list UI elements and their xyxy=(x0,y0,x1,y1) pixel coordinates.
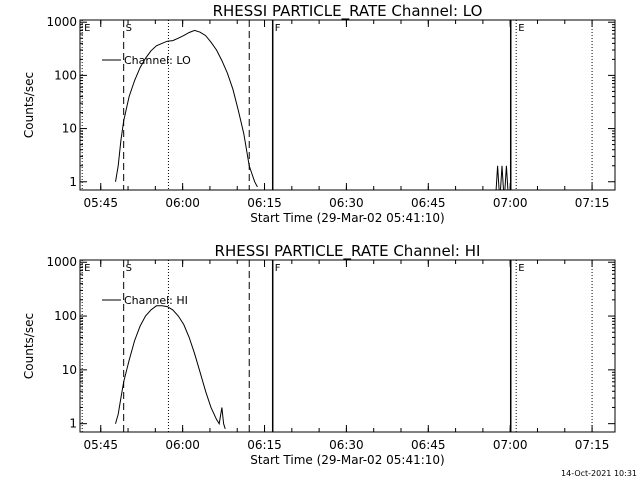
x-tick-label: 07:15 xyxy=(575,196,610,210)
y-tick-label: 10 xyxy=(62,122,77,136)
series-burst xyxy=(504,165,509,191)
event-marker-label: E xyxy=(518,23,524,34)
x-tick-label: 07:15 xyxy=(575,438,610,452)
y-tick-label: 1000 xyxy=(46,15,77,29)
plot-frame xyxy=(79,259,616,433)
event-marker-label: F xyxy=(275,23,281,34)
x-tick-label: 06:00 xyxy=(165,438,200,452)
x-axis-label: Start Time (29-Mar-02 05:41:10) xyxy=(250,453,444,467)
y-tick-label: 100 xyxy=(54,68,77,82)
legend-label: Channel: HI xyxy=(124,294,188,307)
x-tick-label: 05:45 xyxy=(83,196,118,210)
chart-title: RHESSI PARTICLE_RATE Channel: LO xyxy=(213,2,483,21)
event-marker-label: S xyxy=(126,23,132,34)
x-tick-label: 07:00 xyxy=(493,196,528,210)
y-tick-label: 1 xyxy=(69,175,77,189)
y-tick-label: 1000 xyxy=(46,255,77,269)
plot-frame xyxy=(79,19,616,191)
event-marker-label: E xyxy=(84,263,90,274)
legend-label: Channel: LO xyxy=(124,54,191,67)
event-marker-label: E xyxy=(84,23,90,34)
y-tick-label: 10 xyxy=(62,363,77,377)
event-marker-label: F xyxy=(275,263,281,274)
y-axis-label: Counts/sec xyxy=(22,72,36,138)
series-burst xyxy=(500,165,504,191)
series-line xyxy=(115,29,258,188)
x-axis-label: Start Time (29-Mar-02 05:41:10) xyxy=(250,211,444,225)
x-tick-label: 06:30 xyxy=(329,438,364,452)
y-tick-label: 1 xyxy=(69,417,77,431)
chart-title: RHESSI PARTICLE_RATE Channel: HI xyxy=(215,242,481,261)
footer-timestamp: 14-Oct-2021 10:31 xyxy=(561,469,637,478)
panel-channel-hi: RHESSI PARTICLE_RATE Channel: HI 1 10 100 10… xyxy=(22,242,616,467)
event-marker-label: E xyxy=(518,263,524,274)
x-tick-label: 06:45 xyxy=(411,196,446,210)
series-line xyxy=(115,305,226,430)
x-tick-label: 05:45 xyxy=(83,438,118,452)
panel-channel-lo: RHESSI PARTICLE_RATE Channel: LO 1 10 100 10… xyxy=(22,2,616,225)
y-tick-label: 100 xyxy=(54,309,77,323)
x-tick-label: 06:30 xyxy=(329,196,364,210)
series-burst xyxy=(495,165,500,191)
x-tick-label: 06:45 xyxy=(411,438,446,452)
x-tick-label: 07:00 xyxy=(493,438,528,452)
y-axis-label: Counts/sec xyxy=(22,313,36,379)
x-tick-label: 06:15 xyxy=(247,438,282,452)
x-tick-label: 06:15 xyxy=(247,196,282,210)
event-marker-label: S xyxy=(126,263,132,274)
x-tick-label: 06:00 xyxy=(165,196,200,210)
